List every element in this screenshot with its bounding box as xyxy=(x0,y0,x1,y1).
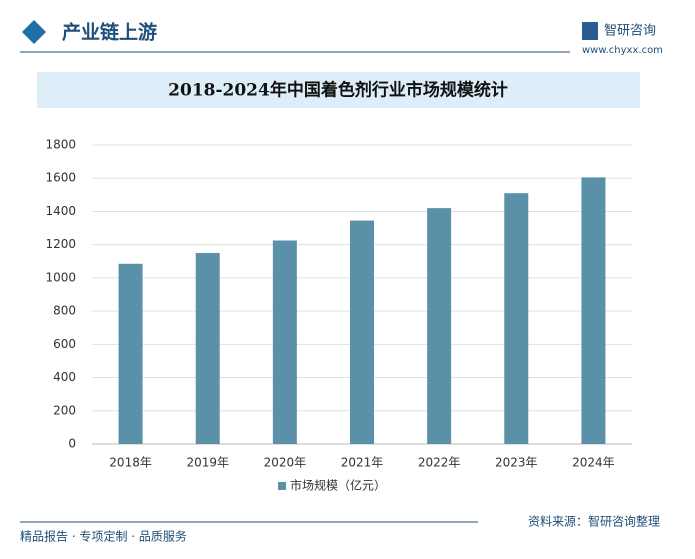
x-tick-label: 2021年 xyxy=(341,456,384,470)
x-tick-label: 2019年 xyxy=(186,456,229,470)
y-tick-label: 1800 xyxy=(45,138,76,152)
brand-logo xyxy=(582,22,598,40)
footer-right: 资料来源：智研咨询整理 xyxy=(528,514,660,529)
y-tick-label: 1600 xyxy=(45,171,76,185)
footer-left: 精品报告 · 专项定制 · 品质服务 xyxy=(20,529,187,544)
x-tick-label: 2022年 xyxy=(418,456,461,470)
section-title: 产业链上游 xyxy=(62,21,157,44)
y-tick-label: 200 xyxy=(53,403,76,417)
bar xyxy=(581,177,606,444)
y-tick-label: 600 xyxy=(53,337,76,351)
y-tick-label: 1000 xyxy=(45,270,76,284)
bar xyxy=(427,208,452,444)
chart-title: 2018-2024年中国着色剂行业市场规模统计 xyxy=(168,80,508,101)
section-icon xyxy=(22,20,46,44)
y-tick-label: 400 xyxy=(53,370,76,384)
bar xyxy=(504,193,529,444)
bar xyxy=(350,220,374,444)
y-tick-label: 0 xyxy=(68,437,76,451)
y-tick-label: 800 xyxy=(53,304,76,318)
title-box xyxy=(37,72,640,108)
y-tick-label: 1200 xyxy=(45,237,76,251)
bar xyxy=(195,252,220,444)
brand-url: www.chyxx.com xyxy=(582,45,663,56)
x-tick-label: 2024年 xyxy=(572,456,615,470)
x-tick-label: 2018年 xyxy=(109,456,152,470)
x-tick-label: 2020年 xyxy=(264,456,307,470)
bar xyxy=(118,263,143,444)
brand-name: 智研咨询 xyxy=(604,24,656,39)
legend-swatch xyxy=(278,482,286,490)
bar xyxy=(272,240,297,444)
y-tick-label: 1400 xyxy=(45,204,76,218)
x-tick-label: 2023年 xyxy=(495,456,538,470)
legend-label: 市场规模（亿元） xyxy=(290,478,386,493)
